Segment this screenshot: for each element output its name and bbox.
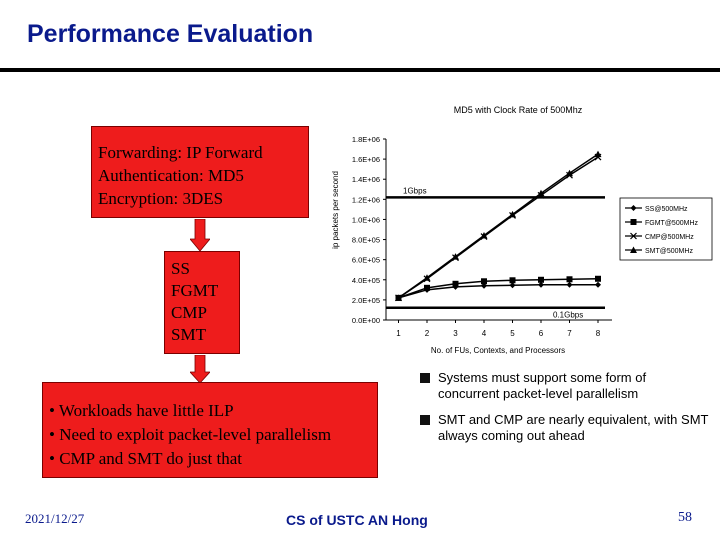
chart-y-tick-label: 1.2E+06	[352, 195, 380, 204]
page-number: 58	[678, 510, 692, 525]
chart-data-point	[594, 150, 602, 158]
chart-title: MD5 with Clock Rate of 500Mhz	[454, 105, 583, 115]
chart-y-tick-label: 8.0E+05	[352, 236, 380, 245]
arch-line-3: CMP	[171, 303, 207, 322]
chart-data-point	[424, 284, 430, 291]
arch-line-1: SS	[171, 259, 190, 278]
chart-x-tick-label: 2	[425, 329, 430, 338]
arch-line-2: FGMT	[171, 281, 219, 300]
chart-data-point	[566, 169, 573, 177]
workload-line-3: Encryption: 3DES	[98, 189, 224, 208]
chart-data-point	[452, 280, 459, 287]
chart-data-point	[566, 281, 573, 288]
chart-data-point	[595, 281, 601, 288]
chart-series-line	[398, 278, 599, 299]
chart-legend-marker	[630, 219, 637, 225]
chart-data-point	[509, 282, 516, 289]
chart-reference-label: 0.1Gbps	[553, 311, 583, 320]
chart-data-point	[595, 275, 601, 282]
chart-x-tick-label: 3	[453, 329, 458, 338]
conclusion-line-1: • Workloads have little ILP	[49, 401, 234, 420]
chart-legend-marker	[630, 232, 637, 240]
finding-item: SMT and CMP are nearly equivalent, with …	[420, 412, 710, 444]
chart-data-point	[566, 276, 573, 283]
chart-y-tick-label: 0.0E+00	[352, 316, 380, 325]
chart-data-point	[452, 253, 459, 260]
finding-text: SMT and CMP are nearly equivalent, with …	[438, 412, 709, 443]
finding-text: Systems must support some form of concur…	[438, 370, 647, 401]
chart-data-point	[538, 276, 544, 283]
chart-y-tick-label: 1.8E+06	[352, 135, 380, 144]
chart-x-tick-label: 7	[567, 329, 572, 338]
chart-legend-label: CMP@500MHz	[645, 234, 694, 241]
chart-series-line	[398, 153, 599, 299]
chart-x-tick-label: 8	[596, 329, 601, 338]
chart-y-tick-label: 6.0E+05	[352, 256, 380, 265]
chart-y-tick-label: 4.0E+05	[352, 276, 380, 285]
bullet-square-icon	[420, 415, 430, 425]
chart-data-point	[481, 278, 487, 285]
chart-series-line	[398, 156, 599, 299]
chart-data-point	[509, 277, 516, 284]
conclusion-box: • Workloads have little ILP • Need to ex…	[42, 382, 378, 478]
chart-reference-label: 1Gbps	[403, 186, 427, 195]
chart-y-tick-label: 1.6E+06	[352, 155, 380, 164]
chart-y-tick-label: 1.4E+06	[352, 175, 380, 184]
chart-data-point	[538, 281, 544, 288]
slide-title: Performance Evaluation	[27, 20, 314, 48]
chart-x-tick-label: 5	[510, 329, 515, 338]
workload-box: Forwarding: IP Forward Authentication: M…	[91, 126, 309, 218]
chart-x-tick-label: 6	[539, 329, 544, 338]
slide-footer: CS of USTC AN Hong	[286, 512, 428, 528]
chart-x-axis-label: No. of FUs, Contexts, and Processors	[431, 346, 565, 355]
architecture-box: SS FGMT CMP SMT	[164, 251, 240, 354]
chart-legend-label: FGMT@500MHz	[645, 220, 698, 227]
chart-x-tick-label: 1	[396, 329, 401, 338]
title-rule	[0, 68, 720, 72]
finding-item: Systems must support some form of concur…	[420, 370, 710, 402]
key-findings: Systems must support some form of concur…	[420, 370, 710, 454]
bullet-square-icon	[420, 373, 430, 383]
chart-data-point	[395, 294, 402, 301]
workload-line-2: Authentication: MD5	[98, 166, 244, 185]
chart-data-point	[480, 232, 488, 239]
chart-legend-label: SS@500MHz	[645, 206, 688, 213]
chart-data-point	[509, 210, 516, 218]
chart-legend-label: SMT@500MHz	[645, 248, 693, 255]
workload-line-1: Forwarding: IP Forward	[98, 143, 263, 162]
down-arrow-2	[190, 355, 210, 383]
chart-data-point	[423, 274, 431, 281]
chart-y-tick-label: 1.0E+06	[352, 215, 380, 224]
conclusion-line-3: • CMP and SMT do just that	[49, 449, 242, 468]
chart-legend-marker	[630, 246, 637, 253]
chart-series-line	[398, 284, 598, 299]
chart-data-point	[481, 282, 487, 289]
chart-data-point	[537, 189, 545, 197]
conclusion-line-2: • Need to exploit packet-level paralleli…	[49, 425, 332, 444]
performance-chart: MD5 with Clock Rate of 500Mhz ip packets…	[331, 105, 713, 355]
chart-x-tick-label: 4	[482, 329, 487, 338]
chart-y-axis-label: ip packets per second	[331, 171, 340, 249]
slide-date: 2021/12/27	[25, 511, 85, 526]
arch-line-4: SMT	[171, 325, 206, 344]
down-arrow-1	[190, 219, 210, 251]
chart-legend-marker	[630, 205, 637, 211]
chart-y-tick-label: 2.0E+05	[352, 296, 380, 305]
